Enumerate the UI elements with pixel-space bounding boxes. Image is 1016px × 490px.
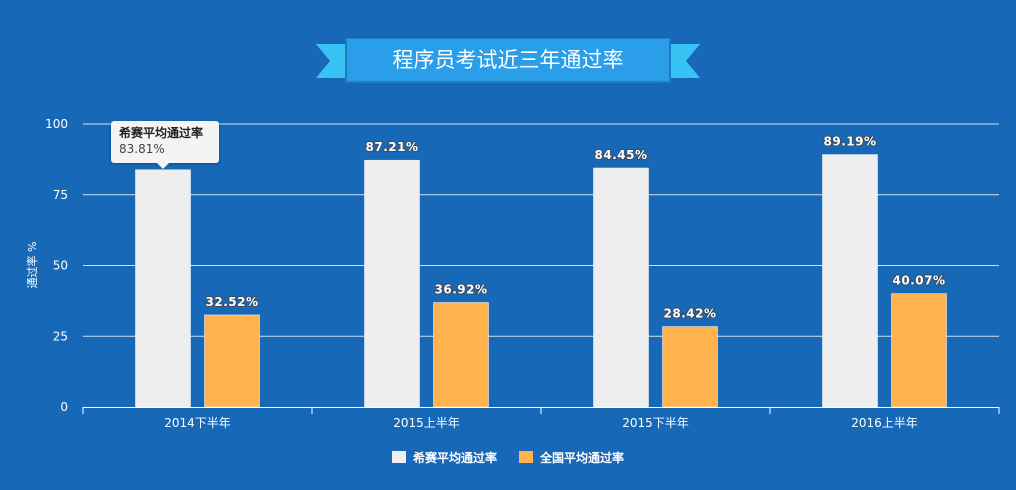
bar-series-1[interactable] bbox=[364, 159, 420, 408]
bar-series-1[interactable] bbox=[822, 154, 878, 408]
y-tick-label: 50 bbox=[53, 259, 68, 273]
tooltip-value: 83.81% bbox=[119, 142, 165, 156]
legend-item-series-2[interactable]: 全国平均通过率 bbox=[519, 449, 624, 466]
legend-label-series-2: 全国平均通过率 bbox=[540, 450, 625, 465]
bar-series-1[interactable] bbox=[135, 169, 191, 408]
banner-ribbon-left bbox=[316, 44, 354, 78]
x-tick-label: 2015上半年 bbox=[393, 416, 460, 430]
y-axis-title: 通过率 % bbox=[25, 242, 39, 289]
bar-series-2[interactable] bbox=[433, 302, 489, 408]
x-tick-label: 2014下半年 bbox=[164, 416, 231, 430]
tooltip-series-name: 希赛平均通过率 bbox=[119, 126, 204, 140]
y-tick-label: 25 bbox=[53, 329, 68, 343]
x-tick-label: 2016上半年 bbox=[851, 416, 918, 430]
bar-series-2[interactable] bbox=[662, 326, 718, 408]
legend: 希赛平均通过率 全国平均通过率 bbox=[0, 447, 1016, 467]
y-tick-label: 75 bbox=[53, 188, 68, 202]
bars bbox=[135, 154, 947, 408]
legend-label-series-1: 希赛平均通过率 bbox=[412, 450, 497, 465]
data-label: 36.92% bbox=[435, 283, 488, 297]
data-label: 32.52% bbox=[206, 295, 259, 309]
data-label: 84.45% bbox=[595, 148, 648, 162]
bar-series-2[interactable] bbox=[204, 314, 260, 408]
y-tick-label: 0 bbox=[60, 400, 68, 414]
chart-title: 程序员考试近三年通过率 bbox=[392, 48, 624, 72]
legend-item-series-1[interactable]: 希赛平均通过率 bbox=[391, 449, 497, 466]
data-label: 28.42% bbox=[664, 307, 717, 321]
x-tick-label: 2015下半年 bbox=[622, 416, 689, 430]
legend-swatch-series-2 bbox=[519, 451, 533, 463]
title-banner bbox=[316, 38, 700, 84]
data-label: 89.19% bbox=[824, 135, 877, 149]
bar-series-1[interactable] bbox=[593, 167, 649, 408]
data-label: 40.07% bbox=[893, 274, 946, 288]
data-label: 87.21% bbox=[366, 140, 419, 154]
legend-swatch-series-1 bbox=[391, 451, 406, 463]
y-axis: 0 25 50 75 100 bbox=[45, 117, 68, 414]
bar-series-2[interactable] bbox=[891, 293, 947, 408]
y-tick-label: 100 bbox=[45, 117, 68, 131]
tooltip-pointer bbox=[157, 163, 169, 169]
tooltip: 希赛平均通过率 83.81% bbox=[111, 121, 219, 163]
banner-ribbon-right bbox=[662, 44, 700, 78]
x-axis: 2014下半年 2015上半年 2015下半年 2016上半年 bbox=[82, 407, 1000, 430]
